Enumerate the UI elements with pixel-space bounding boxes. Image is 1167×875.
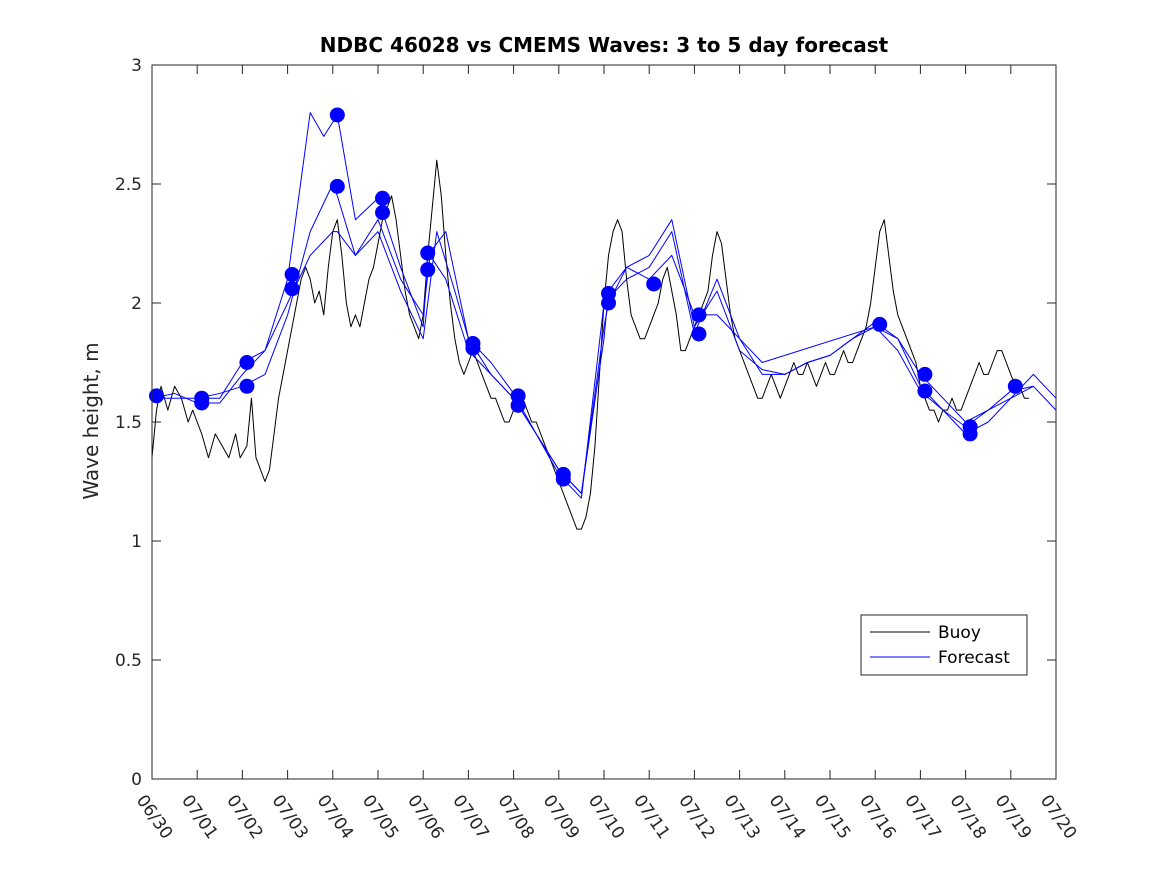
series-layer xyxy=(152,112,1056,530)
forecast-marker xyxy=(872,316,888,332)
forecast-marker xyxy=(691,307,707,323)
y-tick-label: 3 xyxy=(131,56,142,76)
legend: Buoy Forecast xyxy=(860,614,1028,676)
forecast-marker xyxy=(284,281,300,297)
forecast-marker xyxy=(194,395,210,411)
forecast-marker xyxy=(1007,378,1023,394)
y-tick-label: 2 xyxy=(131,294,142,314)
legend-label-forecast: Forecast xyxy=(938,648,1010,668)
forecast-marker xyxy=(917,383,933,399)
forecast-marker xyxy=(601,295,617,311)
forecast-marker xyxy=(375,190,391,206)
forecast-marker xyxy=(917,366,933,382)
y-tick-label: 1 xyxy=(131,532,142,552)
forecast-marker xyxy=(420,245,436,261)
forecast-marker xyxy=(284,266,300,282)
forecast-marker xyxy=(555,471,571,487)
y-axis-label: Wave height, m xyxy=(79,342,103,499)
forecast-marker xyxy=(329,107,345,123)
forecast-marker xyxy=(329,178,345,194)
marker-layer xyxy=(149,107,1023,487)
y-tick-label: 0.5 xyxy=(115,651,142,671)
forecast-marker xyxy=(691,326,707,342)
y-tick-label: 0 xyxy=(131,770,142,790)
forecast-marker xyxy=(239,355,255,370)
forecast-marker xyxy=(510,397,526,413)
legend-label-buoy: Buoy xyxy=(938,623,981,643)
legend-box xyxy=(860,614,1028,676)
y-tick-label: 2.5 xyxy=(115,175,142,195)
forecast-series-line-1 xyxy=(152,219,1056,494)
buoy-series-line xyxy=(152,159,1029,530)
chart-title: NDBC 46028 vs CMEMS Waves: 3 to 5 day fo… xyxy=(320,33,889,57)
forecast-series-line-2 xyxy=(152,183,1056,494)
forecast-marker xyxy=(465,340,481,356)
forecast-marker xyxy=(646,276,662,292)
forecast-marker xyxy=(239,378,255,394)
y-tick-label: 1.5 xyxy=(115,413,142,433)
forecast-marker xyxy=(420,262,436,278)
forecast-marker xyxy=(375,205,391,221)
forecast-marker xyxy=(962,426,978,442)
forecast-marker xyxy=(149,388,165,404)
y-axis: 0 0.5 1 1.5 2 2.5 3 xyxy=(115,56,1056,790)
forecast-series-line-3 xyxy=(197,112,1034,499)
